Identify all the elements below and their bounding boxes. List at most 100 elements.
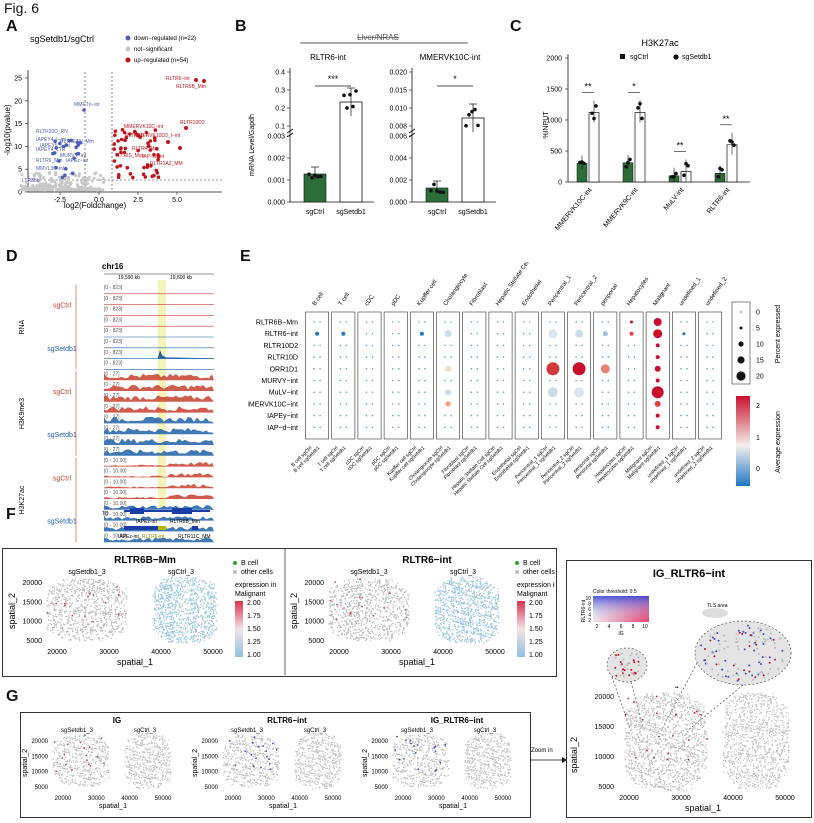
spatial-spot — [115, 622, 118, 624]
dot — [528, 332, 531, 335]
dot — [712, 332, 714, 335]
spatial-spot — [52, 750, 55, 752]
spatial-spot — [113, 591, 115, 593]
spatial-spot — [464, 585, 467, 588]
spatial-spot — [183, 632, 185, 634]
spatial-spot — [91, 629, 94, 631]
spatial-spot — [92, 749, 94, 751]
spatial-spot — [84, 599, 86, 602]
spatial-spot — [157, 594, 160, 596]
dot — [522, 414, 525, 417]
dot — [549, 403, 551, 405]
dot-column-header: undefined_1 — [679, 276, 703, 307]
spatial-spot — [480, 633, 482, 635]
volcano-point-ns — [21, 188, 25, 192]
spatial-spot — [177, 626, 180, 629]
spatial-spot — [90, 583, 93, 586]
spatial-spot — [452, 638, 454, 641]
spatial-spot — [386, 618, 389, 621]
spatial-spot — [195, 592, 197, 594]
qpcr-point — [316, 174, 320, 179]
spatial-spot — [347, 618, 349, 621]
spatial-spot — [382, 585, 384, 587]
dot — [496, 379, 499, 382]
spatial-spot — [173, 596, 175, 599]
spatial-spot — [487, 592, 490, 594]
spatial-spot — [155, 619, 157, 622]
volcano-point-down — [58, 141, 62, 146]
spatial-spot — [378, 615, 380, 617]
dot — [706, 332, 708, 335]
spatial-spot — [188, 616, 190, 619]
spatial-spot — [381, 628, 384, 631]
spatial-spot — [191, 609, 193, 611]
spatial-spot — [457, 636, 459, 638]
spatial-spot — [96, 742, 98, 744]
legend-bcell: B cell — [523, 560, 541, 567]
spatial-spot — [485, 611, 487, 613]
dot-feature-label: RLTR10D — [267, 355, 298, 362]
spatial-spot — [75, 600, 77, 602]
spatial-spot — [374, 612, 377, 615]
spatial-spot — [85, 599, 88, 601]
panel-f-frame — [2, 548, 557, 677]
spatial-spot — [84, 628, 87, 631]
spatial-spot — [485, 632, 487, 635]
spatial-spot — [352, 607, 354, 610]
spatial-spot — [60, 599, 63, 601]
spatial-spot-highlight — [389, 592, 391, 595]
spatial-spot — [390, 624, 392, 626]
spatial-spot — [385, 599, 388, 601]
spatial-spot — [445, 619, 448, 622]
spatial-spot — [59, 611, 61, 613]
volcano-point-ns — [37, 174, 42, 178]
spatial-spot — [92, 759, 94, 761]
dot — [502, 368, 505, 370]
spatial-spot — [183, 589, 185, 591]
spatial-spot — [469, 640, 472, 642]
dot — [339, 403, 342, 405]
spatial-spot — [373, 612, 375, 615]
spatial-spot — [372, 632, 374, 634]
spatial-spot — [170, 584, 173, 586]
dot — [555, 344, 557, 347]
spatial-spot — [343, 633, 346, 636]
spatial-spot — [83, 769, 85, 771]
spatial-spot — [52, 597, 54, 599]
dot — [655, 343, 660, 348]
volcano-point-ns — [48, 185, 52, 189]
spatial-spot — [181, 603, 183, 605]
spatial-spot — [117, 601, 120, 603]
spatial-spot — [168, 612, 170, 615]
spatial-spot — [91, 621, 93, 623]
spatial-spot — [464, 620, 466, 623]
spatial-spot — [112, 627, 114, 630]
spatial-spot — [97, 591, 100, 594]
spatial-spot — [342, 607, 345, 610]
spatial-spot — [211, 615, 214, 618]
spatial-spot — [371, 594, 373, 596]
spatial-spot — [483, 619, 485, 622]
dot — [345, 344, 348, 347]
spatial-spot — [95, 742, 97, 744]
spatial-spot — [170, 631, 172, 633]
spatial-spot — [375, 585, 377, 587]
spatial-spot — [352, 587, 354, 590]
spatial-spot — [80, 589, 82, 591]
spatial-spot — [435, 622, 437, 625]
spatial-spot — [111, 597, 113, 599]
spatial-spot — [161, 632, 164, 634]
spatial-spot — [97, 633, 99, 635]
spatial-spot — [443, 617, 445, 619]
spatial-spot — [87, 579, 90, 581]
spatial-spot — [69, 582, 71, 584]
spatial-spot — [108, 618, 110, 620]
spatial-spot — [468, 595, 471, 597]
spatial-spot — [474, 638, 476, 640]
spatial-spot — [443, 581, 445, 584]
volcano-point-up — [146, 144, 151, 148]
spatial-spot — [408, 617, 410, 620]
spatial-spot — [170, 623, 173, 625]
spatial-spot — [65, 751, 67, 753]
spatial-spot — [464, 638, 467, 641]
